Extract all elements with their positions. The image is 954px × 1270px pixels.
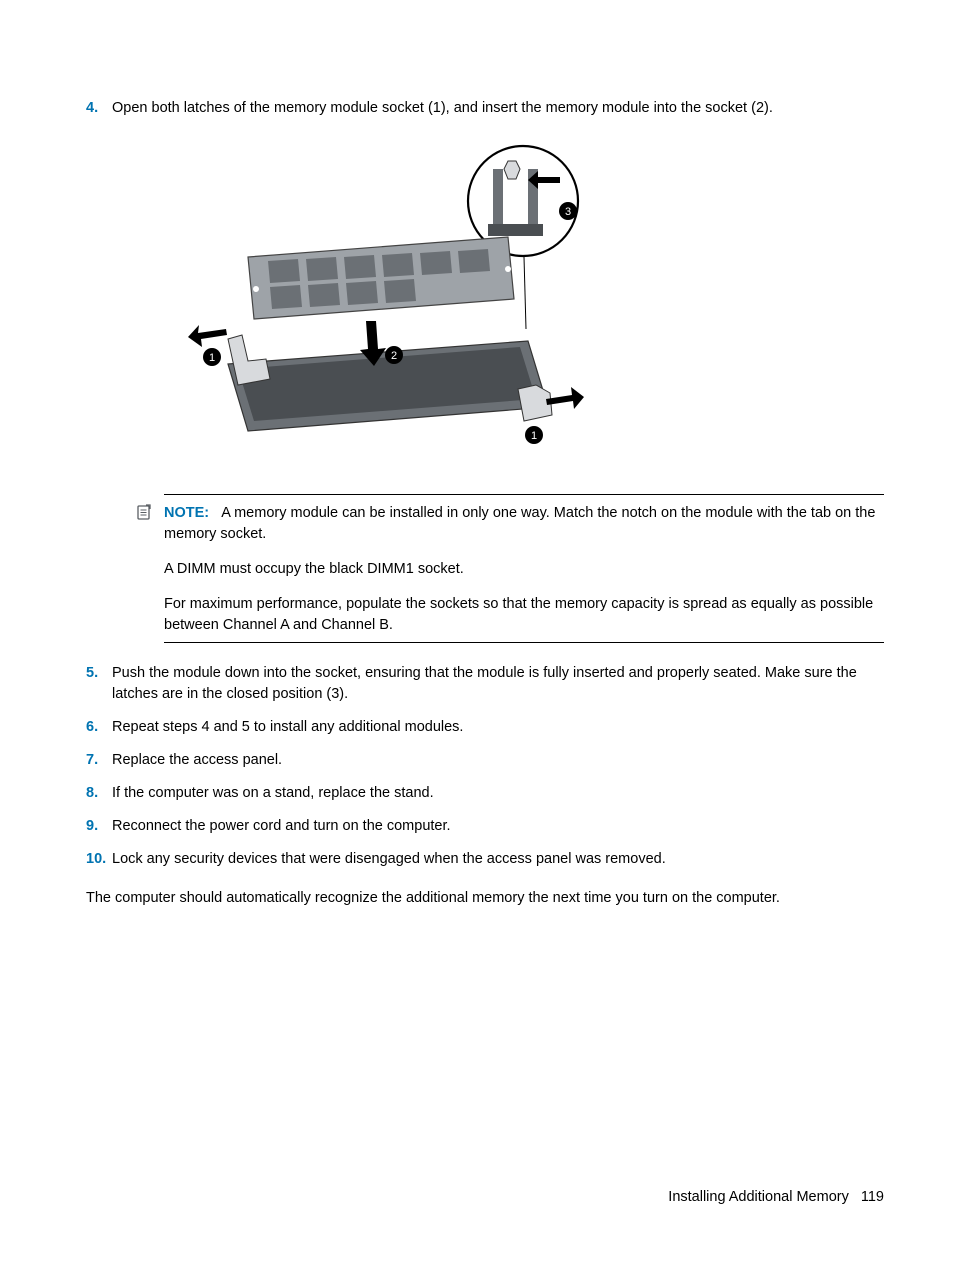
note-line-2: A DIMM must occupy the black DIMM1 socke…	[164, 559, 884, 580]
step-text: Push the module down into the socket, en…	[112, 663, 884, 705]
step-text: If the computer was on a stand, replace …	[112, 783, 884, 804]
step-text: Lock any security devices that were dise…	[112, 849, 884, 870]
step-10: 10. Lock any security devices that were …	[70, 849, 884, 870]
step-text: Open both latches of the memory module s…	[112, 98, 884, 119]
note-block: NOTE: A memory module can be installed i…	[164, 494, 884, 643]
step-number: 10.	[70, 849, 112, 870]
step-number: 5.	[70, 663, 112, 705]
step-number: 9.	[70, 816, 112, 837]
note-line-1: NOTE: A memory module can be installed i…	[164, 503, 884, 545]
note-line-3: For maximum performance, populate the so…	[164, 594, 884, 636]
step-number: 7.	[70, 750, 112, 771]
step-5: 5. Push the module down into the socket,…	[70, 663, 884, 705]
memory-install-diagram: 3	[188, 139, 884, 466]
step-text: Replace the access panel.	[112, 750, 884, 771]
step-8: 8. If the computer was on a stand, repla…	[70, 783, 884, 804]
step-6: 6. Repeat steps 4 and 5 to install any a…	[70, 717, 884, 738]
footer-section-title: Installing Additional Memory	[668, 1189, 849, 1205]
note-bottom-rule	[164, 642, 884, 643]
step-4: 4. Open both latches of the memory modul…	[70, 98, 884, 119]
svg-text:1: 1	[209, 352, 215, 364]
svg-text:2: 2	[391, 350, 397, 362]
svg-text:3: 3	[565, 206, 571, 218]
step-number: 4.	[70, 98, 112, 119]
note-top-rule	[164, 494, 884, 495]
page-footer: Installing Additional Memory 119	[668, 1187, 884, 1208]
step-7: 7. Replace the access panel.	[70, 750, 884, 771]
closing-paragraph: The computer should automatically recogn…	[86, 888, 884, 909]
note-label: NOTE:	[164, 505, 209, 521]
step-text: Repeat steps 4 and 5 to install any addi…	[112, 717, 884, 738]
step-text: Reconnect the power cord and turn on the…	[112, 816, 884, 837]
step-9: 9. Reconnect the power cord and turn on …	[70, 816, 884, 837]
svg-text:1: 1	[531, 430, 537, 442]
note-icon	[136, 504, 152, 520]
footer-page-number: 119	[861, 1189, 884, 1205]
step-number: 8.	[70, 783, 112, 804]
note-text-1: A memory module can be installed in only…	[164, 505, 875, 542]
step-number: 6.	[70, 717, 112, 738]
